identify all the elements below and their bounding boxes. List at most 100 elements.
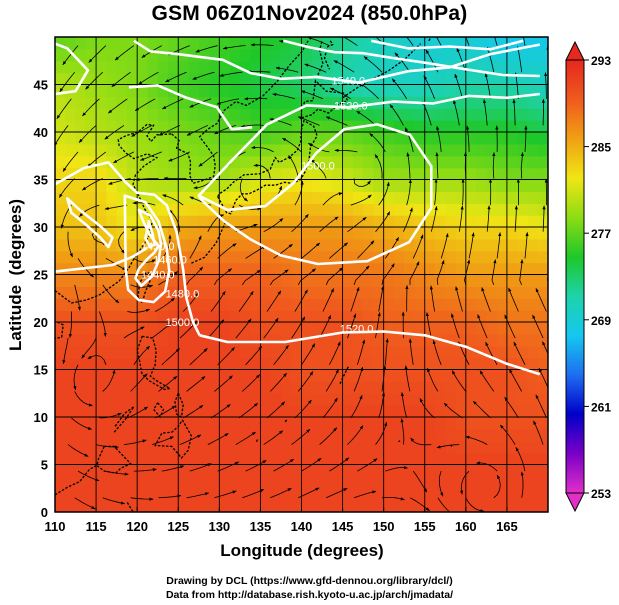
field-cell xyxy=(486,488,498,501)
field-cell xyxy=(455,191,467,204)
coastline xyxy=(126,502,134,512)
field-cell xyxy=(75,500,87,512)
streamline xyxy=(535,288,547,312)
field-cell xyxy=(383,155,395,169)
field-cell xyxy=(167,286,179,299)
field-cell xyxy=(393,120,405,133)
field-cell xyxy=(476,393,487,406)
field-cell xyxy=(393,155,405,169)
streamline xyxy=(342,37,358,46)
field-cell xyxy=(476,96,487,109)
field-cell xyxy=(496,227,508,240)
field-cell xyxy=(96,48,107,62)
field-cell xyxy=(209,286,220,299)
field-cell xyxy=(167,191,179,204)
streamline xyxy=(326,488,348,499)
field-cell xyxy=(537,179,548,192)
field-cell xyxy=(106,250,118,264)
field-cell xyxy=(465,37,477,50)
field-cell xyxy=(301,203,313,216)
field-cell xyxy=(178,179,190,192)
field-cell xyxy=(486,96,498,109)
field-cell xyxy=(414,203,426,216)
field-cell xyxy=(404,120,416,133)
streamline xyxy=(504,396,519,419)
field-cell xyxy=(157,48,169,62)
streamline xyxy=(79,204,100,217)
field-cell xyxy=(209,476,220,489)
field-cell xyxy=(209,369,220,382)
field-cell xyxy=(167,500,179,512)
field-cell xyxy=(198,333,210,347)
field-cell xyxy=(363,298,374,311)
field-cell xyxy=(476,428,487,442)
field-cell xyxy=(250,286,262,299)
coastline xyxy=(171,40,309,185)
field-cell xyxy=(188,333,200,347)
streamline xyxy=(123,439,147,445)
field-cell xyxy=(291,155,303,169)
field-cell xyxy=(167,132,179,145)
field-cell xyxy=(445,215,457,228)
field-cell xyxy=(352,500,364,512)
wind-streamlines xyxy=(55,20,555,512)
field-cell xyxy=(260,452,272,466)
field-cell xyxy=(137,120,149,133)
field-cell xyxy=(435,286,446,299)
field-cell xyxy=(65,405,77,418)
field-cell xyxy=(280,476,292,489)
field-cell xyxy=(404,381,416,394)
field-cell xyxy=(260,238,272,252)
field-cell xyxy=(506,238,518,252)
field-cell xyxy=(126,298,138,311)
field-cell xyxy=(383,417,395,430)
field-cell xyxy=(270,440,282,454)
streamline xyxy=(519,259,524,286)
field-cell xyxy=(455,322,467,335)
field-cell xyxy=(301,393,313,406)
field-cell xyxy=(85,37,97,50)
field-cell xyxy=(435,322,446,335)
field-cell xyxy=(496,203,508,216)
field-cell xyxy=(198,357,210,371)
streamline xyxy=(550,20,553,46)
streamline xyxy=(78,125,97,143)
field-cell xyxy=(219,48,231,62)
field-cell xyxy=(393,298,405,311)
streamline xyxy=(192,71,215,80)
field-cell xyxy=(404,227,416,240)
field-cell xyxy=(229,440,241,454)
field-cell xyxy=(270,37,282,50)
field-cell xyxy=(517,464,529,477)
streamline xyxy=(319,315,332,339)
streamline xyxy=(62,151,79,172)
field-cell xyxy=(116,476,128,489)
field-cell xyxy=(373,215,385,228)
field-cell xyxy=(198,452,210,466)
field-cell xyxy=(260,405,272,418)
field-cell xyxy=(209,108,220,121)
field-cell xyxy=(352,369,364,382)
field-cell xyxy=(445,476,457,489)
streamline xyxy=(412,234,424,259)
field-cell xyxy=(455,393,467,406)
field-cell xyxy=(527,250,539,264)
field-cell xyxy=(332,132,344,145)
field-cell xyxy=(424,464,436,477)
field-cell xyxy=(506,96,518,109)
field-cell xyxy=(435,262,446,276)
field-cell xyxy=(332,191,344,204)
field-cell xyxy=(486,191,498,204)
field-cell xyxy=(404,155,416,169)
field-cell xyxy=(496,310,508,323)
field-cell xyxy=(414,428,426,442)
field-cell xyxy=(188,452,200,466)
field-cell xyxy=(476,381,487,394)
field-cell xyxy=(239,250,251,264)
field-cell xyxy=(424,84,436,97)
field-cell xyxy=(260,476,272,489)
field-cell xyxy=(455,440,467,454)
field-cell xyxy=(383,143,395,157)
streamline xyxy=(553,232,555,258)
field-cell xyxy=(342,322,354,335)
